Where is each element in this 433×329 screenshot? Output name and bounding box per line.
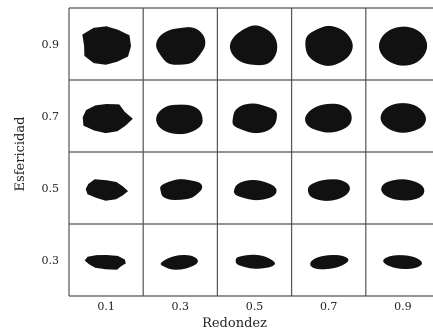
grain-shape bbox=[383, 255, 422, 270]
grain-shape bbox=[160, 254, 198, 270]
grain-shape bbox=[381, 179, 425, 201]
x-axis-label: Redondez bbox=[202, 316, 267, 329]
grain-shape bbox=[82, 26, 131, 65]
grain-shape bbox=[378, 26, 428, 66]
grain-shape bbox=[156, 27, 206, 65]
grain-shape bbox=[307, 179, 350, 201]
grain-shape bbox=[229, 25, 278, 66]
y-axis-label: Esfericidad bbox=[13, 117, 28, 192]
grain-shape bbox=[310, 254, 349, 270]
x-tick-label: 0.9 bbox=[394, 300, 412, 313]
x-tick-label: 0.5 bbox=[246, 300, 264, 313]
grain-shape bbox=[85, 179, 129, 201]
cell-grid bbox=[69, 8, 433, 296]
grain-shape bbox=[305, 103, 352, 133]
x-tick-label: 0.3 bbox=[172, 300, 190, 313]
x-tick-label: 0.7 bbox=[320, 300, 338, 313]
grain-shape bbox=[82, 104, 133, 134]
grain-shape bbox=[232, 103, 277, 134]
y-tick-label: 0.3 bbox=[42, 254, 60, 267]
grain-shape bbox=[235, 254, 275, 269]
y-tick-label: 0.9 bbox=[42, 38, 60, 51]
grain-shape bbox=[84, 255, 126, 270]
grain-shape bbox=[380, 103, 426, 133]
grain-shapes bbox=[82, 25, 428, 270]
y-tick-labels: 0.9 0.7 0.5 0.3 bbox=[42, 38, 60, 267]
y-tick-label: 0.7 bbox=[42, 110, 60, 123]
y-tick-label: 0.5 bbox=[42, 182, 60, 195]
grain-shape bbox=[305, 25, 353, 66]
grain-shape bbox=[156, 104, 203, 135]
grain-shape bbox=[233, 179, 277, 201]
grain-shape bbox=[160, 179, 203, 201]
x-tick-label: 0.1 bbox=[97, 300, 115, 313]
x-tick-labels: 0.1 0.3 0.5 0.7 0.9 bbox=[97, 300, 411, 313]
grid-lines bbox=[68, 7, 433, 297]
